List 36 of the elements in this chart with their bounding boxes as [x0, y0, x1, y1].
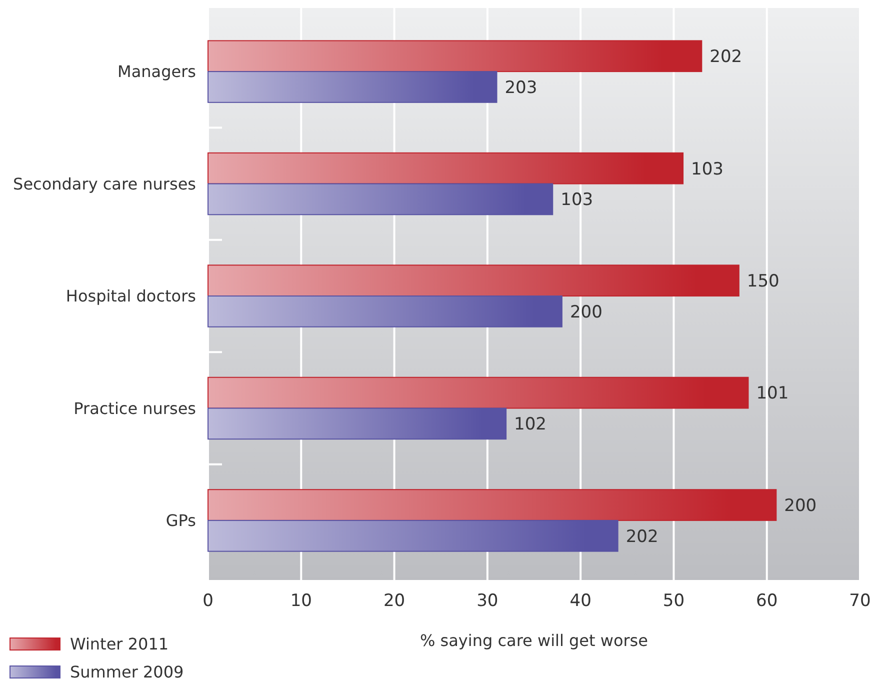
- legend-label: Winter 2011: [70, 634, 169, 654]
- annotation: 200: [570, 302, 602, 322]
- annotation: 202: [626, 526, 658, 547]
- bar: [208, 152, 684, 184]
- x-tick-label: 20: [383, 591, 406, 611]
- bar: [208, 40, 702, 72]
- y-tick-label: Practice nurses: [74, 398, 196, 418]
- annotation: 103: [560, 190, 594, 210]
- annotation: 101: [756, 384, 789, 404]
- x-tick-label: 60: [756, 591, 778, 611]
- bar: [208, 408, 507, 440]
- bar: [208, 71, 498, 103]
- legend-label: Summer 2009: [70, 662, 184, 682]
- bar: [208, 376, 749, 409]
- y-tick-label: GPs: [166, 511, 196, 530]
- annotation: 203: [504, 78, 538, 98]
- bar: [208, 296, 562, 328]
- y-tick-label: Managers: [118, 62, 196, 82]
- x-tick-label: 50: [662, 591, 685, 611]
- x-tick-label: 70: [849, 591, 871, 611]
- bar: [208, 520, 618, 552]
- y-tick-label: Hospital doctors: [66, 286, 196, 306]
- annotation: 103: [691, 159, 724, 180]
- bar: [208, 183, 554, 216]
- annotation: 202: [710, 47, 742, 68]
- x-tick-label: 0: [202, 591, 214, 611]
- bar: [208, 489, 777, 521]
- y-tick-label: Secondary care nurses: [13, 174, 196, 194]
- x-axis-title: % saying care will get worse: [420, 631, 648, 650]
- x-tick-label: 40: [570, 591, 592, 611]
- x-tick-label: 30: [476, 591, 498, 611]
- annotation: 150: [746, 272, 780, 292]
- annotation: 102: [514, 414, 547, 435]
- annotation: 200: [784, 496, 817, 516]
- x-tick-label: 10: [290, 591, 312, 611]
- bar: [208, 264, 740, 296]
